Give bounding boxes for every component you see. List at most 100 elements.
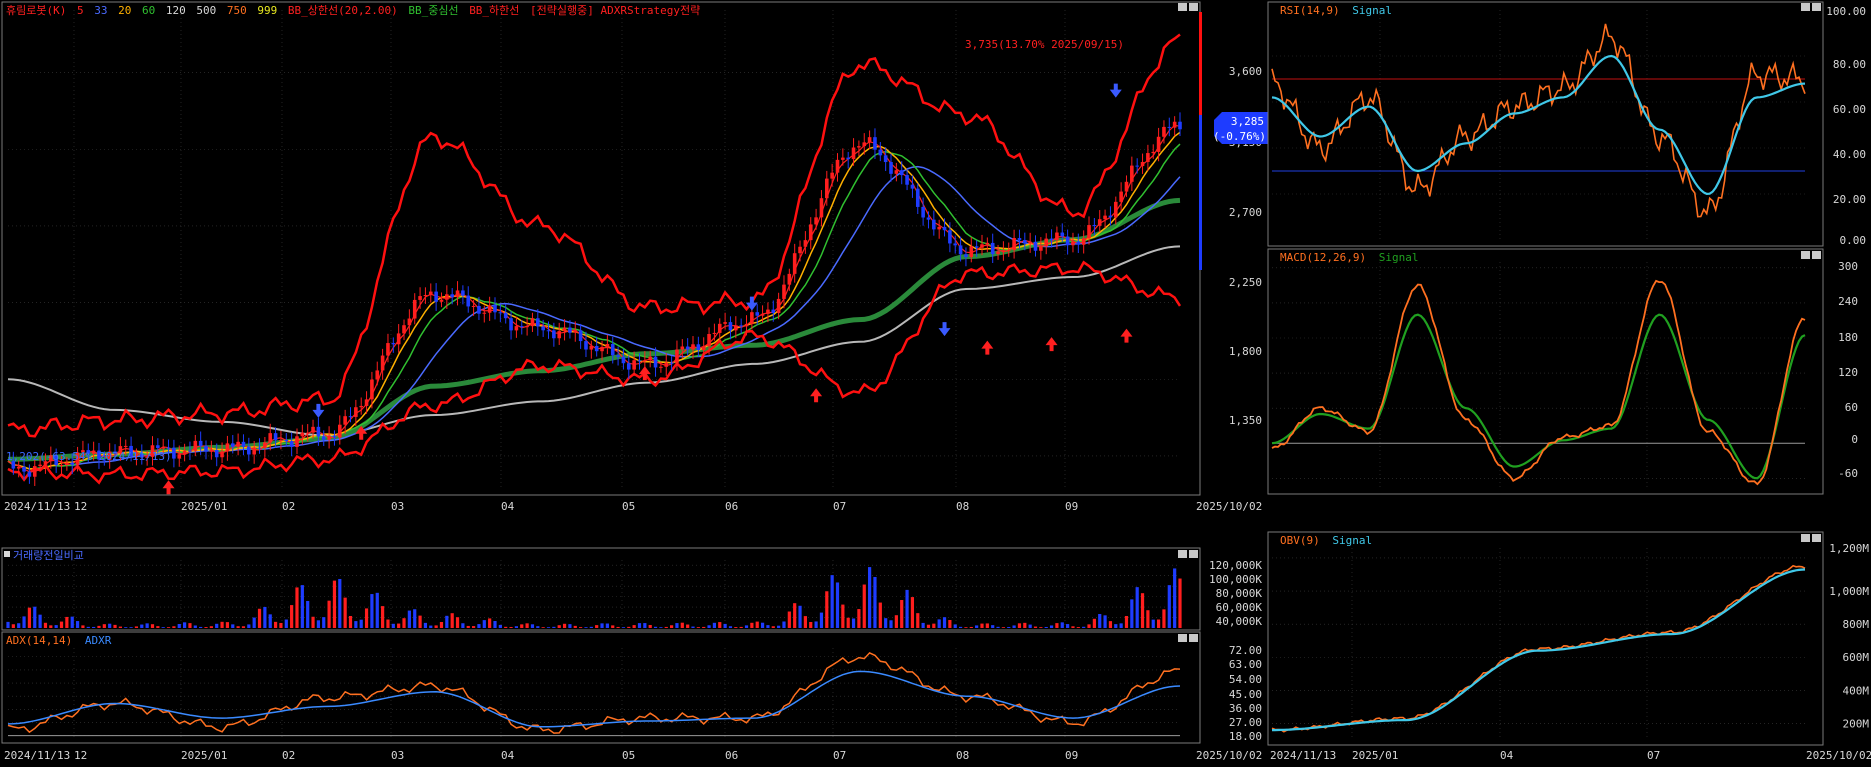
adx-tick: 27.00 bbox=[1229, 716, 1262, 729]
volume-bar bbox=[1140, 593, 1145, 628]
volume-bar bbox=[75, 621, 80, 628]
candle-down bbox=[578, 330, 583, 342]
volume-bar bbox=[803, 616, 807, 628]
x-label: 2024/11/13 bbox=[4, 749, 70, 762]
candle-down bbox=[519, 326, 524, 328]
volume-bar bbox=[1087, 624, 1091, 628]
adx-panel[interactable]: ADX(14,14) ADXR bbox=[1, 631, 1201, 744]
obv-panel[interactable]: OBV(9) Signal bbox=[1267, 531, 1824, 746]
legend-ma5: 5 bbox=[77, 4, 84, 17]
volume-bar bbox=[17, 623, 21, 628]
volume-bar bbox=[332, 580, 337, 628]
candle-up bbox=[525, 326, 529, 328]
close-icon[interactable] bbox=[1189, 550, 1198, 558]
price-legend: 휴림로봇(K) 5 33 20 60 120 500 750 999 BB_상한… bbox=[6, 3, 700, 17]
price-panel[interactable]: 휴림로봇(K) 5 33 20 60 120 500 750 999 BB_상한… bbox=[1, 1, 1201, 496]
volume-bar bbox=[889, 620, 893, 628]
candle-down bbox=[332, 435, 337, 438]
price-tick: 1,800 bbox=[1229, 345, 1262, 358]
volume-bar bbox=[413, 609, 417, 628]
candle-down bbox=[915, 188, 920, 207]
volume-bar bbox=[750, 622, 754, 628]
volume-bar bbox=[402, 618, 406, 628]
candle-up bbox=[712, 332, 717, 334]
volume-bar bbox=[851, 618, 856, 628]
volume-bar bbox=[231, 624, 235, 628]
volume-bar bbox=[942, 617, 947, 628]
candle-up bbox=[814, 217, 818, 225]
volume-bar bbox=[188, 623, 192, 628]
candle-up bbox=[766, 309, 770, 314]
volume-panel[interactable]: 거래량전일비교 bbox=[1, 547, 1201, 631]
candle-down bbox=[230, 443, 235, 447]
candle-up bbox=[1162, 126, 1166, 137]
volume-bar bbox=[1173, 568, 1177, 628]
minimize-icon[interactable] bbox=[1801, 534, 1810, 542]
macd-tick: 180 bbox=[1838, 331, 1858, 344]
adx-line bbox=[7, 651, 1181, 734]
macd-panel[interactable]: MACD(12,26,9) Signal bbox=[1267, 248, 1824, 495]
volume-bar bbox=[557, 625, 561, 628]
minimize-icon[interactable] bbox=[1178, 550, 1187, 558]
volume-bar bbox=[54, 625, 58, 628]
sell-arrow-icon bbox=[312, 403, 325, 418]
volume-bar bbox=[1007, 626, 1011, 628]
x-label: 03 bbox=[391, 749, 404, 762]
candle-down bbox=[755, 312, 760, 316]
panel-menu-icon[interactable] bbox=[4, 551, 10, 557]
x-label: 2024/11/13 bbox=[1270, 749, 1336, 762]
macd-line bbox=[1271, 279, 1806, 486]
minimize-icon[interactable] bbox=[1801, 251, 1810, 259]
candle-down bbox=[316, 426, 321, 437]
volume-bar bbox=[498, 624, 502, 628]
x-label: 02 bbox=[282, 500, 295, 513]
close-icon[interactable] bbox=[1189, 634, 1198, 642]
volume-bar bbox=[616, 626, 620, 628]
minimize-icon[interactable] bbox=[1178, 3, 1187, 11]
volume-bar bbox=[1103, 615, 1107, 628]
close-icon[interactable] bbox=[1812, 3, 1821, 11]
candle-down bbox=[889, 162, 893, 174]
candle-down bbox=[621, 356, 626, 364]
candle-down bbox=[97, 450, 101, 460]
volume-bar bbox=[257, 608, 262, 628]
candle-up bbox=[354, 407, 358, 417]
close-icon[interactable] bbox=[1812, 251, 1821, 259]
volume-bar bbox=[637, 623, 642, 628]
candle-down bbox=[102, 459, 107, 461]
high-annotation: 3,735(13.70% 2025/09/15) bbox=[965, 38, 1124, 51]
candle-up bbox=[707, 333, 711, 347]
minimize-icon[interactable] bbox=[1801, 3, 1810, 11]
legend-ma60: 60 bbox=[142, 4, 155, 17]
candle-up bbox=[691, 344, 695, 350]
volume-bar bbox=[306, 600, 310, 628]
macd-tick: 240 bbox=[1838, 295, 1858, 308]
volume-bar bbox=[530, 624, 535, 628]
volume-bar bbox=[381, 606, 385, 628]
candle-down bbox=[204, 445, 208, 452]
volume-bar bbox=[525, 623, 529, 628]
volume-bar bbox=[573, 625, 577, 628]
volume-bar bbox=[696, 627, 700, 628]
rsi-panel[interactable]: RSI(14,9) Signal bbox=[1267, 1, 1824, 247]
legend-obv: OBV(9) bbox=[1280, 534, 1320, 547]
panel-window-buttons[interactable] bbox=[1178, 3, 1198, 11]
macd-y-axis: 300 240 180 120 60 0 -60 bbox=[1838, 260, 1858, 480]
volume-bar bbox=[284, 619, 288, 628]
rsi-tick: 60.00 bbox=[1833, 103, 1866, 116]
candle-up bbox=[396, 333, 401, 345]
volume-bar bbox=[712, 622, 717, 628]
candle-down bbox=[188, 450, 192, 452]
legend-ma999: 999 bbox=[257, 4, 277, 17]
legend-adx: ADX(14,14) bbox=[6, 634, 72, 647]
x-label: 12 bbox=[74, 749, 87, 762]
volume-bar bbox=[92, 626, 96, 628]
volume-bar bbox=[760, 622, 765, 628]
volume-bar bbox=[247, 624, 251, 628]
close-icon[interactable] bbox=[1189, 3, 1198, 11]
volume-bar bbox=[589, 626, 593, 628]
price-candles bbox=[11, 112, 1182, 486]
price-tick: 1,350 bbox=[1229, 414, 1262, 427]
minimize-icon[interactable] bbox=[1178, 634, 1187, 642]
close-icon[interactable] bbox=[1812, 534, 1821, 542]
